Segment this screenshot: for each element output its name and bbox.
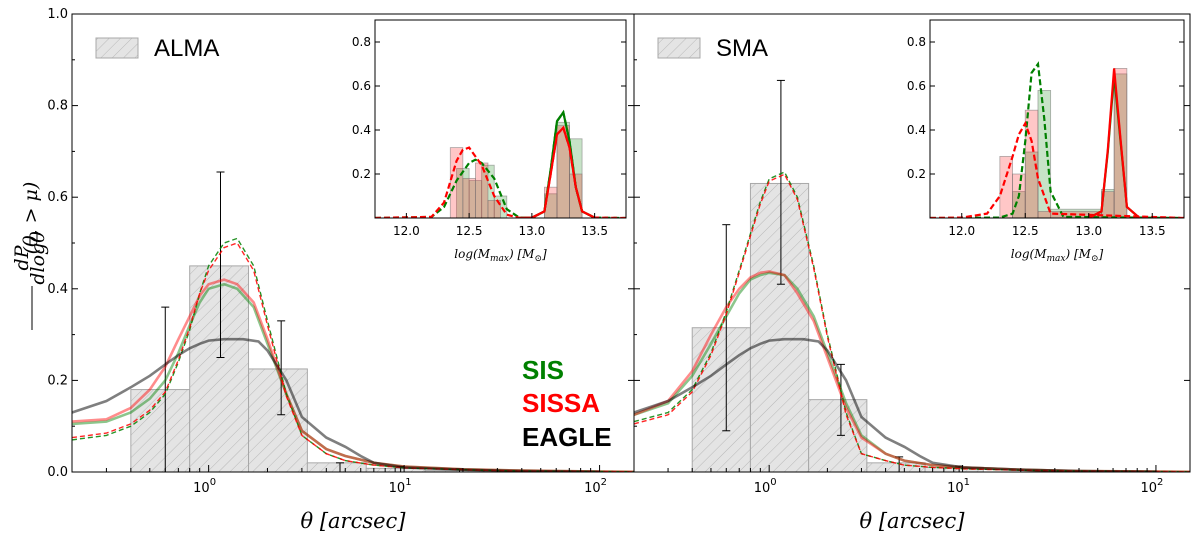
histogram-left [130, 171, 485, 472]
inset-x-label: log(Mmax) [M⊙] [1011, 247, 1104, 264]
inset-y-tick-label: 0.6 [352, 79, 371, 93]
inset-bar [474, 162, 489, 218]
hist-bar [248, 368, 308, 472]
inset-series-sissa [930, 120, 1184, 218]
y-label-rest: (θ, > μ) [20, 182, 42, 255]
y-label-frac-den: dlogθ [27, 231, 49, 285]
inset-x-tick-label: 13.5 [581, 224, 608, 238]
inset-bars [449, 121, 583, 218]
inset-background [375, 20, 626, 218]
legend-swatch-right [657, 37, 701, 59]
inset-x-label: log(Mmax) [M⊙] [454, 247, 547, 264]
inset-x-tick-label: 13.5 [1139, 224, 1166, 238]
panel-right: 100 101 102 SMA 0.2 0.4 0.6 0.8 12.0 12.5 13.0 13.5… [633, 13, 1191, 496]
y-label-frac-num: dP [11, 244, 33, 270]
y-tick-label: 0.0 [47, 465, 68, 480]
inset-y-tick-label: 0.6 [907, 79, 926, 93]
inset-y-tick-label: 0.4 [907, 123, 926, 137]
legend-swatch-left [95, 37, 139, 59]
series-sis-dashed- [634, 171, 1190, 472]
inset-x-tick-label: 12.0 [393, 224, 420, 238]
hist-bar [691, 327, 751, 472]
hist-bar [866, 462, 926, 472]
inset-y-tick-label: 0.2 [352, 167, 371, 181]
series-eagle [634, 337, 1156, 472]
inset-frame [374, 19, 627, 219]
curves-right [634, 171, 1190, 472]
y-tick-label: 0.6 [47, 190, 68, 205]
x-tick-label: 100 [193, 477, 216, 496]
hist-bar [130, 389, 191, 472]
legend-label-left: ALMA [154, 35, 219, 62]
series-sis-dashed- [72, 237, 634, 472]
panel-left: 0.0 0.2 0.4 0.6 0.8 1.0 100 101 102 ALMA 0.2 0.4 0.6… [47, 7, 635, 496]
inset-bar [569, 173, 583, 218]
model-label-sissa: SISSA [522, 388, 600, 418]
y-axis-label: dP dlogθ (θ, > μ) [11, 182, 49, 330]
y-tick-label: 1.0 [47, 7, 68, 22]
y-tick-label: 0.4 [47, 282, 68, 297]
x-tick-label: 100 [754, 477, 777, 496]
x-tick-label: 101 [389, 477, 412, 496]
x-tick-label: 101 [947, 477, 970, 496]
x-axis-label-left: θ [arcsec] [301, 509, 407, 533]
x-axis-label-right: θ [arcsec] [860, 509, 966, 533]
inset-series-sis [930, 61, 1184, 218]
inset-bar [556, 125, 570, 218]
hist-bar [306, 462, 367, 472]
inset-x-tick-label: 12.5 [1012, 224, 1039, 238]
inset-series-sissa-solid- [1088, 68, 1141, 218]
hist-bar [749, 182, 810, 472]
inset-frame [929, 19, 1185, 219]
curves-left [72, 237, 634, 472]
model-label-sis: SIS [522, 355, 564, 385]
inset-x-tick-label: 12.0 [948, 224, 975, 238]
inset-bar [462, 177, 476, 218]
inset-bar [1024, 109, 1039, 218]
inset-background [930, 20, 1184, 218]
inset-x-tick-label: 13.0 [1075, 224, 1102, 238]
model-label-eagle: EAGLE [522, 422, 612, 452]
inset-y-tick-label: 0.8 [352, 35, 371, 49]
inset-series-sissa-solid- [519, 125, 596, 218]
inset-y-tick-label: 0.4 [352, 123, 371, 137]
hist-bar [189, 265, 250, 472]
inset-right: 0.2 0.4 0.6 0.8 12.0 12.5 13.0 13.5 log(Mmax) [M… [907, 19, 1185, 264]
x-tick-label: 102 [1140, 477, 1163, 496]
series-eagle [72, 337, 600, 472]
inset-x-tick-label: 13.0 [519, 224, 546, 238]
inset-y-tick-label: 0.2 [907, 167, 926, 181]
inset-curves [930, 61, 1184, 218]
x-tick-label: 102 [584, 477, 607, 496]
inset-y-tick-label: 0.8 [907, 35, 926, 49]
legend-label-right: SMA [716, 35, 768, 62]
y-tick-label: 0.8 [47, 99, 68, 114]
inset-x-tick-label: 12.5 [456, 224, 483, 238]
y-tick-label: 0.2 [47, 373, 68, 388]
inset-left: 0.2 0.4 0.6 0.8 12.0 12.5 13.0 13.5 log(Mmax) [M… [352, 19, 627, 264]
